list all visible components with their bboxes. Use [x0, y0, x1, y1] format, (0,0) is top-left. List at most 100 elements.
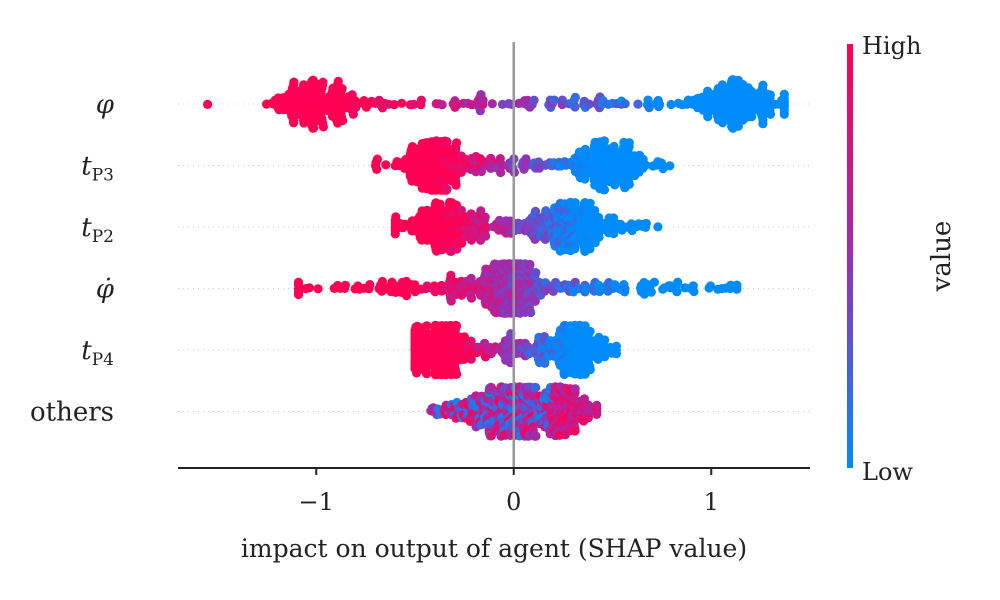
shap-point	[611, 341, 622, 351]
shap-point	[377, 276, 387, 287]
shap-point	[381, 160, 391, 170]
shap-point	[592, 409, 602, 419]
shap-point	[309, 123, 319, 133]
shap-point	[496, 167, 506, 178]
shap-point	[524, 349, 534, 359]
feature-label: others	[30, 398, 114, 428]
shap-point	[526, 307, 536, 318]
feature-label: tP3	[81, 152, 114, 186]
shap-point	[372, 154, 382, 164]
shap-point	[594, 232, 604, 242]
shap-point	[456, 205, 466, 215]
shap-point	[673, 277, 683, 287]
shap-point	[203, 99, 213, 109]
shap-point	[610, 180, 620, 190]
shap-point	[313, 284, 323, 294]
shap-point	[451, 180, 461, 190]
shap-point	[481, 231, 491, 241]
shap-point	[422, 368, 432, 379]
x-tick-label: 1	[704, 488, 719, 516]
shap-point	[779, 89, 789, 99]
shap-point	[570, 198, 580, 208]
shap-point	[779, 109, 789, 119]
shap-point	[451, 321, 462, 331]
shap-point	[584, 99, 594, 109]
shap-point	[732, 280, 742, 290]
shap-point	[466, 336, 476, 346]
shap-point	[525, 259, 535, 270]
shap-point	[646, 287, 656, 297]
shap-point	[649, 277, 660, 287]
shap-point	[365, 280, 375, 290]
feature-label: tP4	[81, 336, 114, 370]
feature-label: φ	[96, 90, 115, 120]
shap-point	[459, 332, 469, 342]
shap-point	[293, 277, 304, 287]
shap-point	[590, 205, 600, 216]
shap-point	[416, 95, 426, 105]
shap-point	[599, 185, 610, 195]
shap-point	[644, 103, 654, 113]
shap-point	[289, 77, 299, 87]
shap-point	[452, 138, 462, 148]
shap-point	[666, 99, 676, 110]
shap-point	[581, 284, 591, 294]
shap-point	[633, 99, 643, 109]
feature-label: tP2	[81, 213, 114, 247]
shap-point	[665, 161, 675, 171]
shap-point	[437, 245, 447, 255]
shap-point	[703, 112, 713, 122]
shap-point	[530, 206, 541, 216]
shap-point	[389, 100, 399, 110]
shap-point	[337, 84, 347, 94]
beeswarm-points	[203, 75, 789, 441]
shap-point	[480, 212, 490, 222]
shap-point	[435, 199, 445, 209]
shap-point	[521, 157, 532, 167]
shap-point	[289, 118, 299, 128]
shap-point	[409, 99, 419, 109]
feature-labels: φ tP3 tP2 φ̇ tP4 others	[30, 90, 115, 428]
shap-point	[442, 184, 452, 194]
shap-point	[529, 95, 539, 105]
shap-point	[599, 136, 610, 146]
colorbar	[847, 44, 853, 468]
shap-point	[641, 218, 651, 229]
shap-point	[478, 95, 488, 105]
shap-point	[570, 426, 580, 436]
row-gridlines	[178, 103, 810, 412]
shap-point	[583, 413, 594, 423]
shap-point	[540, 358, 550, 368]
shap-point	[548, 286, 558, 296]
shap-point	[733, 121, 743, 131]
shap-point	[585, 198, 595, 208]
shap-point	[523, 342, 533, 352]
shap-point	[718, 118, 728, 128]
x-axis-ticks: −1 0 1	[299, 468, 719, 516]
shap-point	[304, 283, 314, 293]
shap-point	[318, 77, 328, 87]
x-axis-title: impact on output of agent (SHAP value)	[241, 534, 747, 563]
shap-point	[620, 284, 630, 294]
shap-point	[531, 383, 541, 393]
shap-point	[338, 115, 348, 126]
shap-point	[570, 244, 580, 254]
shap-point	[549, 95, 560, 105]
shap-point	[611, 349, 622, 359]
colorbar-low-label: Low	[862, 458, 913, 486]
shap-point	[340, 280, 350, 290]
shap-point	[758, 119, 768, 129]
feature-label: φ̇	[96, 275, 115, 305]
shap-point	[653, 222, 663, 232]
shap-point	[333, 76, 343, 86]
shap-point	[643, 95, 653, 105]
shap-point	[437, 100, 447, 110]
shap-point	[580, 174, 590, 184]
shap-point	[585, 326, 595, 336]
shap-point	[299, 80, 309, 90]
shap-point	[758, 80, 768, 90]
shap-point	[390, 229, 400, 239]
colorbar-title: value	[927, 221, 957, 293]
shap-point	[530, 296, 540, 306]
shap-point	[391, 212, 401, 222]
